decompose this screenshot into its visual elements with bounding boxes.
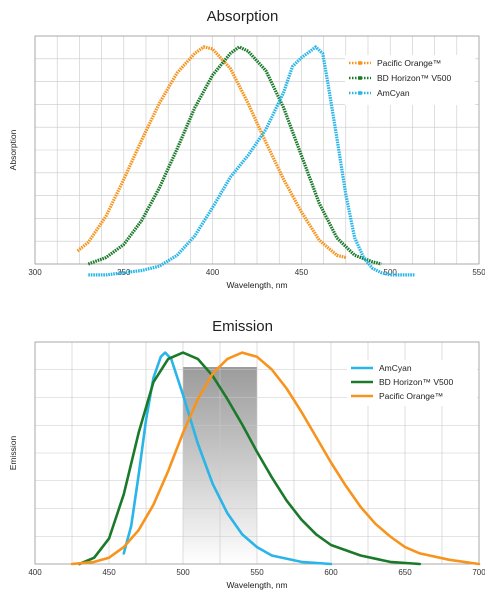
- x-tick-label: 450: [102, 568, 116, 577]
- legend-label: BD Horizon™ V500: [379, 377, 453, 387]
- legend-label: AmCyan: [379, 363, 412, 373]
- legend-marker: [358, 76, 362, 80]
- plot-frame: [34, 341, 480, 565]
- legend-marker: [358, 91, 362, 95]
- legend-label: BD Horizon™ V500: [377, 73, 451, 83]
- legend-marker: [358, 61, 362, 65]
- y-axis-label: Absorption: [8, 129, 18, 170]
- legend-box: [345, 55, 475, 105]
- legend-label: AmCyan: [377, 88, 410, 98]
- x-tick-label: 550: [250, 568, 264, 577]
- chart-title: Absorption: [206, 8, 279, 25]
- x-tick-label: 450: [295, 268, 309, 277]
- emission-chart: Emission 400 450 500 550 600 650 700 Wavelength…: [0, 312, 485, 602]
- x-tick-label: 400: [206, 268, 220, 277]
- y-axis-label: Emission: [8, 435, 18, 470]
- series-line-1: [78, 351, 422, 566]
- legend-label: Pacific Orange™: [377, 58, 441, 68]
- x-tick-label: 550: [472, 268, 485, 277]
- legend-label: Pacific Orange™: [379, 391, 443, 401]
- x-tick-label: 500: [384, 268, 398, 277]
- series-line-2: [70, 351, 481, 566]
- series-line-0: [76, 45, 347, 260]
- x-tick-label: 500: [176, 568, 190, 577]
- x-tick-label: 600: [324, 568, 338, 577]
- x-tick-label: 300: [28, 268, 42, 277]
- x-tick-label: 400: [28, 568, 42, 577]
- x-axis-label: Wavelength, nm: [226, 280, 287, 290]
- absorption-chart: Absorption 300 350 400 450 500 550 Wavelength,…: [0, 0, 485, 300]
- x-tick-label: 700: [472, 568, 485, 577]
- series-line-0: [122, 351, 333, 566]
- plot-frame: [34, 35, 480, 265]
- x-tick-label: 650: [398, 568, 412, 577]
- series-line-1: [87, 45, 382, 266]
- series-line-2: [88, 45, 416, 277]
- chart-title: Emission: [212, 318, 273, 335]
- x-axis-label: Wavelength, nm: [226, 580, 287, 590]
- emission-plot: 400 450 500 550 600 650 700 Wavelength, nm Emiss…: [8, 341, 485, 590]
